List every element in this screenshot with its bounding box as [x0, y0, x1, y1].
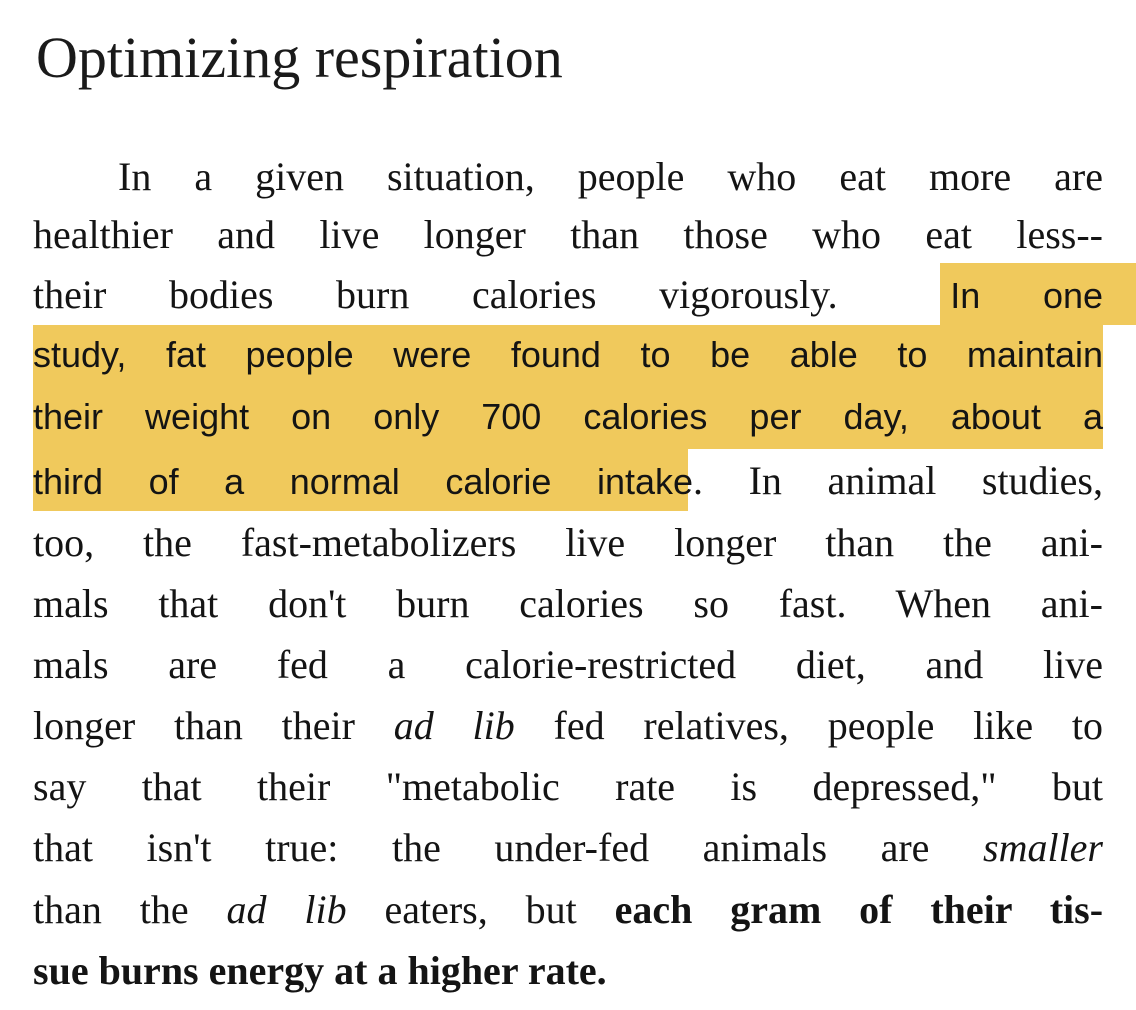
highlighted-text-l4: study, fat people were found to be able …: [33, 334, 1103, 375]
text-l12b: smaller: [983, 825, 1103, 870]
text-line-4: study, fat people were found to be able …: [33, 326, 1103, 384]
text-l3a: their bodies burn calories vigorously.: [33, 272, 838, 317]
text-line-11: say that their "metabolic rate is depres…: [33, 758, 1103, 816]
text-l9: mals are fed a calorie-restricted diet, …: [33, 642, 1103, 687]
text-l6b: . In animal studies,: [693, 458, 1103, 503]
text-line-14: sue burns energy at a higher rate.: [33, 942, 1103, 1000]
text-line-9: mals are fed a calorie-restricted diet, …: [33, 636, 1103, 694]
text-line-6: third of a normal calorie intake. In ani…: [33, 452, 1103, 510]
page-title: Optimizing respiration: [36, 25, 563, 90]
text-l13a: than the: [33, 887, 227, 932]
highlight-block-2: [33, 325, 1103, 387]
highlight-block-1: [940, 263, 1136, 325]
text-l7: too, the fast-metabolizers live longer t…: [33, 520, 1103, 565]
text-line-8: mals that don't burn calories so fast. W…: [33, 575, 1103, 633]
highlight-block-4: [33, 449, 688, 511]
text-l13c: eaters, but: [346, 887, 615, 932]
text-line-1: In a given situation, people who eat mor…: [118, 148, 1103, 206]
text-line-2: healthier and live longer than those who…: [33, 206, 1103, 264]
text-l2: healthier and live longer than those who…: [33, 212, 1103, 257]
highlighted-text-l6a: third of a normal calorie intake: [33, 461, 694, 502]
text-l14: sue burns energy at a higher rate.: [33, 948, 607, 993]
text-l1: In a given situation, people who eat mor…: [118, 154, 1103, 199]
text-l11: say that their "metabolic rate is depres…: [33, 764, 1103, 809]
text-line-12: that isn't true: the under-fed animals a…: [33, 819, 1103, 877]
text-l10c: fed relatives, people like to: [514, 703, 1104, 748]
text-l10b: ad lib: [393, 703, 515, 748]
text-line-3: their bodies burn calories vigorously. I…: [33, 266, 1103, 324]
text-l10a: longer than their: [33, 703, 394, 748]
text-l12a: that isn't true: the under-fed animals a…: [33, 825, 983, 870]
highlight-block-3: [33, 387, 1103, 449]
highlighted-text-l5: their weight on only 700 calories per da…: [33, 396, 1103, 437]
text-line-5: their weight on only 700 calories per da…: [33, 388, 1103, 446]
text-line-13: than the ad lib eaters, but each gram of…: [33, 881, 1103, 939]
highlighted-text-l3b: In one: [950, 275, 1104, 316]
text-l13b: ad lib: [226, 887, 347, 932]
text-line-7: too, the fast-metabolizers live longer t…: [33, 514, 1103, 572]
text-l13d: each gram of their tis-: [614, 887, 1104, 932]
text-l8: mals that don't burn calories so fast. W…: [33, 581, 1103, 626]
text-line-10: longer than their ad lib fed relatives, …: [33, 697, 1103, 755]
